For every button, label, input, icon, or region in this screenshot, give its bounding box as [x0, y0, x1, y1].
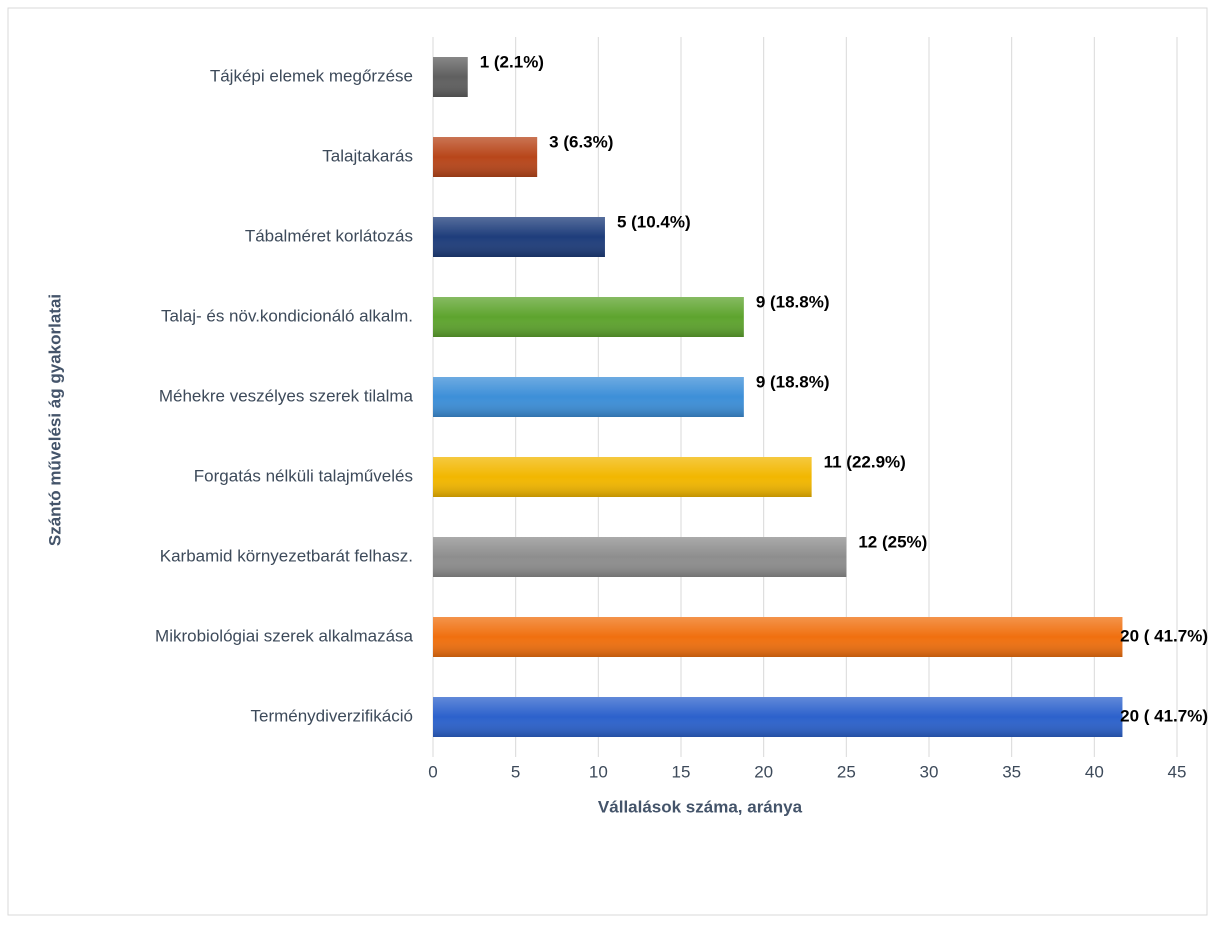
y-tick-label: Talajtakarás	[322, 146, 413, 165]
y-tick-label: Méhekre veszélyes szerek tilalma	[159, 386, 414, 405]
x-tick-label: 5	[511, 762, 520, 781]
bar-shade	[433, 697, 1123, 737]
x-tick-label: 40	[1085, 762, 1104, 781]
y-tick-label: Talaj- és növ.kondicionáló alkalm.	[161, 306, 413, 325]
value-label: 9 (18.8%)	[756, 372, 830, 391]
value-label: 1 (2.1%)	[480, 52, 544, 71]
bar-shade	[433, 537, 847, 577]
chart-border	[7, 7, 1208, 916]
value-label: 11 (22.9%)	[824, 452, 906, 471]
bar-shade	[433, 57, 468, 97]
x-tick-label: 25	[837, 762, 856, 781]
value-label: 3 (6.3%)	[549, 132, 613, 151]
bar-shade	[433, 457, 812, 497]
y-tick-label: Mikrobiológiai szerek alkalmazása	[155, 626, 413, 645]
bar-shade	[433, 377, 744, 417]
bar-shade	[433, 137, 538, 177]
bar-shade	[433, 617, 1123, 657]
value-label: 20 ( 41.7%)	[1120, 626, 1208, 645]
y-tick-label: Karbamid környezetbarát felhasz.	[160, 546, 413, 565]
x-tick-label: 35	[1002, 762, 1021, 781]
bar-shade	[433, 297, 744, 337]
y-tick-label: Terménydiverzifikáció	[251, 706, 414, 725]
y-tick-label: Forgatás nélküli talajművelés	[194, 466, 413, 485]
x-tick-label: 30	[920, 762, 939, 781]
value-label: 9 (18.8%)	[756, 292, 830, 311]
y-tick-label: Tájképi elemek megőrzése	[210, 66, 413, 85]
y-axis-title: Szántó művelési ág gyakorlatai	[45, 294, 64, 546]
x-axis-title: Vállalások száma, aránya	[598, 797, 803, 816]
x-tick-label: 15	[672, 762, 691, 781]
value-label: 12 (25%)	[858, 532, 927, 551]
x-tick-label: 20	[754, 762, 773, 781]
y-tick-label: Tábalméret korlátozás	[245, 226, 413, 245]
value-label: 20 ( 41.7%)	[1120, 706, 1208, 725]
bar-shade	[433, 217, 605, 257]
x-tick-label: 0	[428, 762, 437, 781]
x-tick-label: 45	[1168, 762, 1187, 781]
value-label: 5 (10.4%)	[617, 212, 691, 231]
x-tick-label: 10	[589, 762, 608, 781]
